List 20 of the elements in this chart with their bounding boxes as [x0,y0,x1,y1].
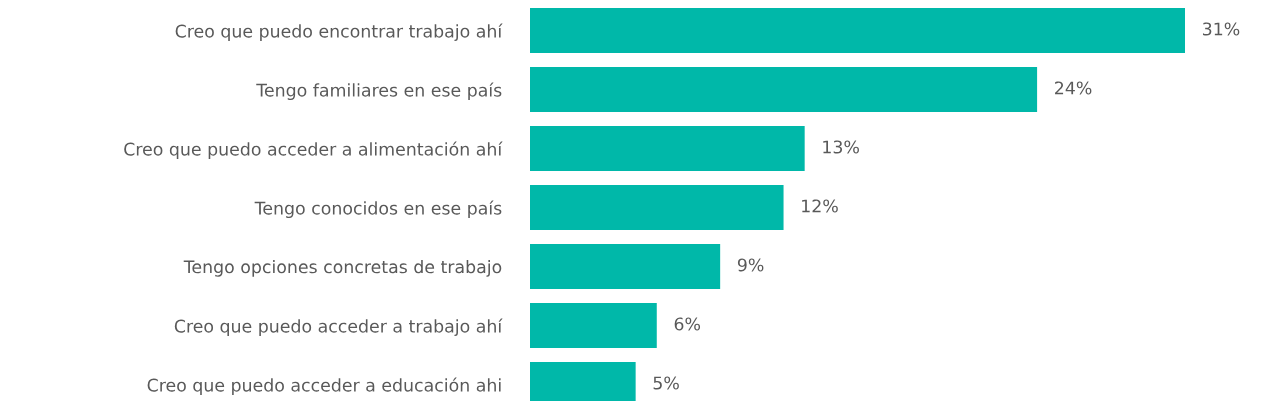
y-tick-label: Creo que puedo acceder a trabajo ahí [174,318,503,337]
bar [530,303,657,348]
y-tick-label: Creo que puedo encontrar trabajo ahí [175,23,503,42]
y-tick-label: Tengo conocidos en ese país [254,200,502,219]
data-label: 31% [1202,22,1240,36]
data-label: 24% [1055,81,1092,95]
data-label: 6% [674,317,701,331]
y-tick-label: Creo que puedo acceder a educación ahi [147,377,501,396]
bar [530,8,1185,53]
y-tick-label: Tengo opciones concretas de trabajo [183,259,502,277]
data-label: 5% [653,376,679,390]
bar [530,126,805,171]
bar [530,185,784,230]
data-label: 12% [802,199,838,213]
data-label: 13% [823,140,859,154]
y-tick-label: Creo que puedo acceder a alimentación ahí [124,141,503,160]
y-tick-label: Tengo familiares en ese país [256,82,502,101]
bar [530,244,721,289]
bar [530,67,1038,112]
data-label: 9% [737,258,764,272]
